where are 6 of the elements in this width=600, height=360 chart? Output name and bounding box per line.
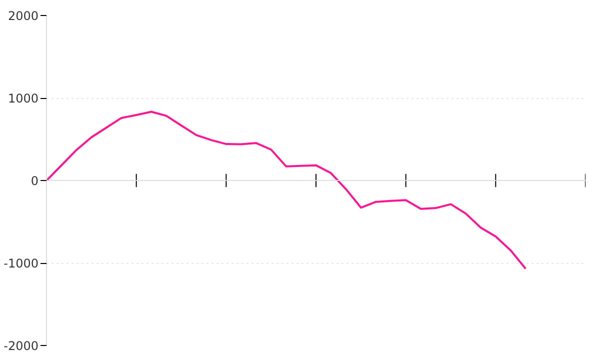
y-tick-label: -1000 xyxy=(4,256,39,270)
y-tick-label: -2000 xyxy=(4,339,39,353)
y-tick-label: 2000 xyxy=(8,9,39,23)
line-series xyxy=(46,110,527,270)
y-tick-label: 0 xyxy=(30,174,39,188)
y-tick-label: 1000 xyxy=(8,92,39,106)
